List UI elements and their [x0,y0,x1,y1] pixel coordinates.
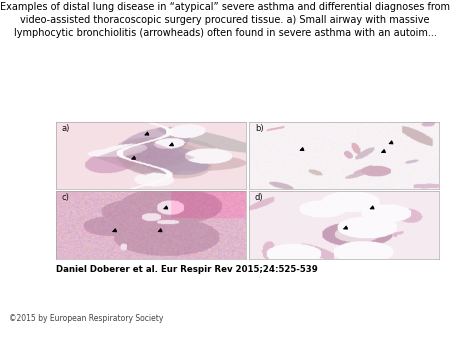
Text: ©2015 by European Respiratory Society: ©2015 by European Respiratory Society [9,314,163,323]
Text: Daniel Doberer et al. Eur Respir Rev 2015;24:525-539: Daniel Doberer et al. Eur Respir Rev 201… [56,265,318,274]
Text: c): c) [62,193,70,202]
Text: a): a) [62,124,70,133]
Text: d): d) [255,193,264,202]
Text: Examples of distal lung disease in “atypical” severe asthma and differential dia: Examples of distal lung disease in “atyp… [0,2,450,38]
Text: b): b) [255,124,264,133]
